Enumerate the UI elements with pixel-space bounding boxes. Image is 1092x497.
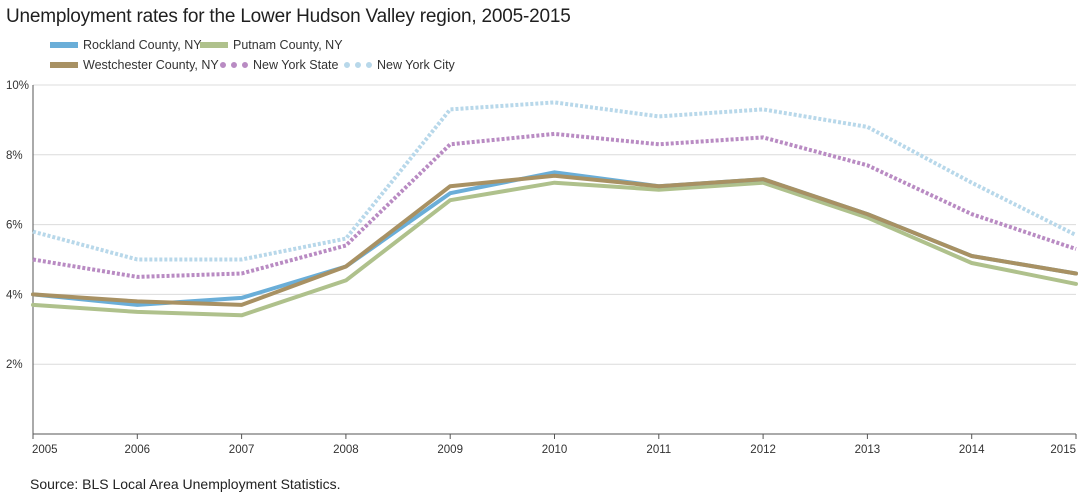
x-tick-label: 2014 — [959, 444, 985, 456]
legend-swatch-nyc — [344, 62, 372, 68]
y-tick-label: 8% — [6, 150, 23, 162]
x-tick-label: 2005 — [32, 444, 58, 456]
legend-swatch-nys — [220, 62, 248, 68]
series-line-nys — [32, 131, 1077, 279]
y-tick-label: 10% — [6, 80, 29, 92]
x-tick-label: 2012 — [750, 444, 776, 456]
x-tick-label: 2007 — [229, 444, 255, 456]
y-tick-label: 2% — [6, 359, 23, 371]
y-tick-label: 4% — [6, 289, 23, 301]
legend-label-nys: New York State — [253, 58, 339, 72]
legend-label-rockland: Rockland County, NY — [83, 38, 202, 52]
x-tick-label: 2011 — [646, 444, 671, 456]
x-tick-label: 2009 — [437, 444, 463, 456]
x-tick-label: 2006 — [125, 444, 151, 456]
series-line-westchester — [31, 173, 1078, 307]
x-tick-label: 2015 — [1050, 444, 1076, 456]
legend-item-putnam: Putnam County, NY — [200, 38, 343, 52]
chart-title: Unemployment rates for the Lower Hudson … — [6, 6, 571, 27]
series-line-putnam — [31, 180, 1078, 318]
source-note: Source: BLS Local Area Unemployment Stat… — [30, 476, 341, 492]
y-tick-label: 6% — [6, 220, 23, 232]
legend-item-nys: New York State — [220, 58, 338, 72]
legend-item-nyc: New York City — [344, 58, 455, 72]
x-tick-label: 2008 — [333, 444, 359, 456]
x-tick-label: 2013 — [855, 444, 881, 456]
legend-item-rockland: Rockland County, NY — [50, 38, 202, 52]
legend-swatch-westchester — [50, 62, 78, 68]
series-line-nyc — [32, 100, 1077, 262]
x-tick-label: 2010 — [542, 444, 568, 456]
legend-label-nyc: New York City — [377, 58, 455, 72]
legend-swatch-putnam — [200, 42, 228, 48]
legend-label-putnam: Putnam County, NY — [233, 38, 343, 52]
legend-item-westchester: Westchester County, NY — [50, 58, 219, 72]
legend-label-westchester: Westchester County, NY — [83, 58, 219, 72]
legend-swatch-rockland — [50, 42, 78, 48]
